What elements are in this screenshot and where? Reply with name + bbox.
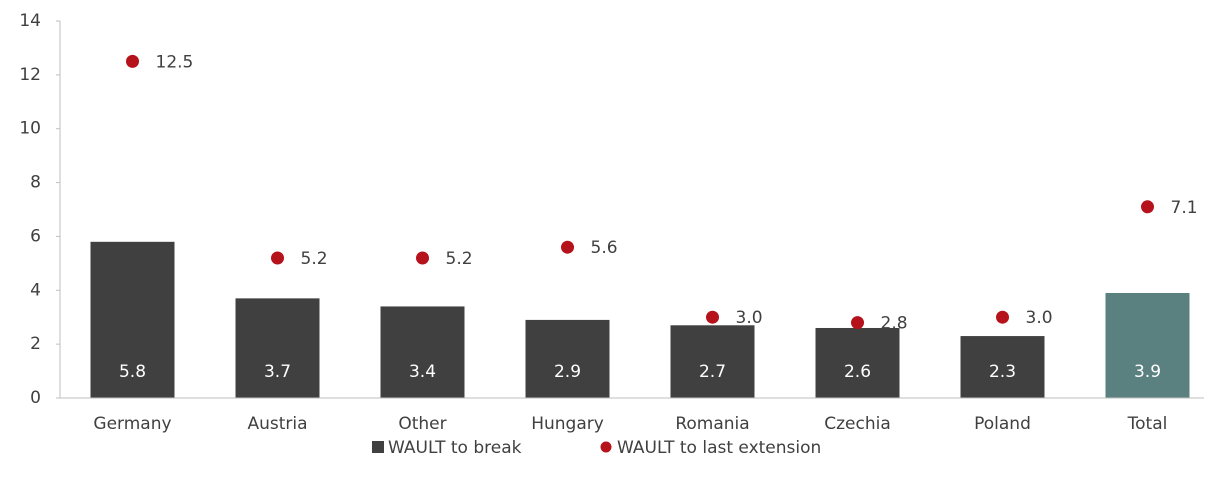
bar [525,319,610,398]
bar [380,306,465,398]
bar-label: 3.4 [409,362,436,382]
dot [416,251,429,265]
dot [271,251,284,265]
y-tick-label: 12 [19,65,41,85]
bar-label: 2.9 [554,362,581,382]
bar [1105,292,1190,398]
bar-label: 3.7 [264,362,291,382]
dot-label: 7.1 [1171,198,1198,218]
bar-label: 5.8 [119,362,146,382]
x-tick-label: Germany [93,414,171,434]
x-tick-label: Poland [974,414,1031,434]
y-tick-label: 14 [19,11,41,31]
bar-label: 2.7 [699,362,726,382]
bar [235,298,320,398]
x-tick-label: Other [398,414,446,434]
x-tick-label: Austria [247,414,307,434]
y-tick-label: 0 [30,388,41,408]
x-tick-label: Hungary [531,414,604,434]
y-tick-label: 8 [30,173,41,193]
dot-label: 5.2 [301,249,328,269]
bar [960,336,1045,398]
bar [90,241,175,398]
dot [561,240,574,254]
dot [126,54,139,68]
bar-label: 2.6 [844,362,871,382]
x-tick-label: Romania [675,414,749,434]
legend-label: WAULT to break [388,438,522,458]
dot-label: 3.0 [1026,308,1053,328]
x-tick-label: Total [1127,414,1168,434]
dot-label: 3.0 [736,308,763,328]
dot-label: 5.6 [591,238,618,258]
y-tick-label: 6 [30,226,41,246]
y-tick-label: 2 [30,334,41,354]
bar-label: 3.9 [1134,362,1161,382]
legend-swatch [600,441,612,453]
legend-swatch [372,441,384,453]
bar [815,327,900,398]
bar [670,325,755,398]
x-tick-label: Czechia [824,414,891,434]
dot-label: 2.8 [881,314,908,334]
dot [996,310,1009,324]
y-tick-label: 4 [30,280,41,300]
dot [1141,200,1154,214]
legend-label: WAULT to last extension [617,438,821,458]
dot [706,310,719,324]
dot-label: 12.5 [156,52,194,72]
dot-label: 5.2 [446,249,473,269]
bar-label: 2.3 [989,362,1016,382]
dot [851,316,864,330]
y-tick-label: 10 [19,119,41,139]
